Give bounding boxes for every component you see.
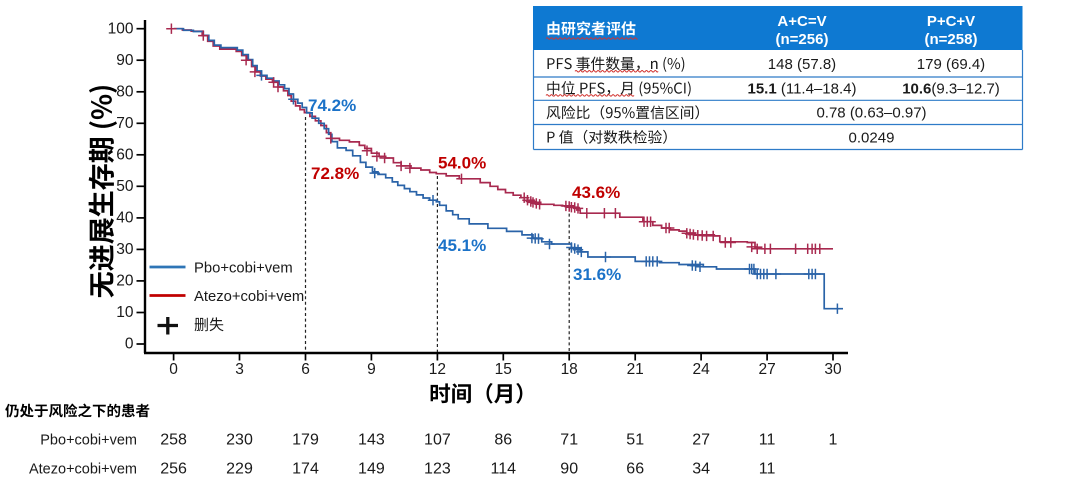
svg-text:90: 90 <box>560 461 578 478</box>
svg-text:179: 179 <box>292 432 319 449</box>
svg-text:Atezo+cobi+vem: Atezo+cobi+vem <box>29 462 137 478</box>
svg-text:71: 71 <box>560 432 578 449</box>
svg-text:229: 229 <box>226 461 253 478</box>
svg-text:18: 18 <box>561 361 578 378</box>
svg-text:31.6%: 31.6% <box>573 265 621 284</box>
svg-text:6: 6 <box>301 361 310 378</box>
svg-text:256: 256 <box>160 461 187 478</box>
svg-text:148 (57.8): 148 (57.8) <box>768 56 836 73</box>
svg-text:60: 60 <box>116 146 134 163</box>
svg-text:179 (69.4): 179 (69.4) <box>917 56 985 73</box>
svg-text:50: 50 <box>116 178 134 195</box>
svg-text:100: 100 <box>108 20 134 37</box>
svg-text:24: 24 <box>692 361 710 378</box>
svg-text:21: 21 <box>627 361 644 378</box>
svg-text:P+C+V: P+C+V <box>927 13 975 30</box>
svg-text:Pbo+cobi+vem: Pbo+cobi+vem <box>40 433 137 449</box>
svg-text:10.6(9.3–12.7): 10.6(9.3–12.7) <box>902 81 1000 98</box>
svg-text:Atezo+cobi+vem: Atezo+cobi+vem <box>194 289 304 305</box>
svg-text:30: 30 <box>116 241 134 258</box>
svg-text:74.2%: 74.2% <box>308 96 356 115</box>
svg-text:107: 107 <box>424 432 451 449</box>
svg-text:45.1%: 45.1% <box>438 236 486 255</box>
svg-text:11: 11 <box>759 461 776 478</box>
svg-text:40: 40 <box>116 210 134 227</box>
svg-text:70: 70 <box>116 115 134 132</box>
svg-text:12: 12 <box>429 361 446 378</box>
svg-text:51: 51 <box>626 432 644 449</box>
svg-text:149: 149 <box>358 461 385 478</box>
svg-text:174: 174 <box>292 461 319 478</box>
svg-text:34: 34 <box>692 461 710 478</box>
svg-text:20: 20 <box>116 273 134 290</box>
svg-text:(n=258): (n=258) <box>925 31 978 48</box>
svg-text:230: 230 <box>226 432 253 449</box>
svg-text:10: 10 <box>116 304 134 321</box>
svg-text:143: 143 <box>358 432 385 449</box>
svg-text:15: 15 <box>495 361 512 378</box>
svg-text:9: 9 <box>367 361 376 378</box>
svg-text:0.0249: 0.0249 <box>849 130 895 147</box>
svg-text:27: 27 <box>758 361 775 378</box>
svg-text:1: 1 <box>829 432 838 449</box>
svg-text:43.6%: 43.6% <box>572 183 620 202</box>
svg-text:72.8%: 72.8% <box>311 164 359 183</box>
svg-text:Pbo+cobi+vem: Pbo+cobi+vem <box>194 261 293 277</box>
svg-text:66: 66 <box>626 461 644 478</box>
svg-text:11: 11 <box>759 432 776 449</box>
svg-text:0: 0 <box>125 336 134 353</box>
svg-text:A+C=V: A+C=V <box>777 13 826 30</box>
svg-text:258: 258 <box>160 432 187 449</box>
svg-text:80: 80 <box>116 83 134 100</box>
svg-text:(n=256): (n=256) <box>776 31 829 48</box>
svg-text:54.0%: 54.0% <box>438 154 486 173</box>
svg-text:30: 30 <box>824 361 842 378</box>
svg-text:90: 90 <box>116 52 134 69</box>
svg-text:3: 3 <box>235 361 244 378</box>
svg-text:114: 114 <box>491 461 517 478</box>
svg-text:15.1 (11.4–18.4): 15.1 (11.4–18.4) <box>748 81 857 98</box>
svg-text:0: 0 <box>169 361 178 378</box>
svg-text:86: 86 <box>494 432 512 449</box>
svg-text:27: 27 <box>692 432 710 449</box>
svg-text:123: 123 <box>424 461 451 478</box>
svg-text:0.78 (0.63–0.97): 0.78 (0.63–0.97) <box>816 105 926 122</box>
